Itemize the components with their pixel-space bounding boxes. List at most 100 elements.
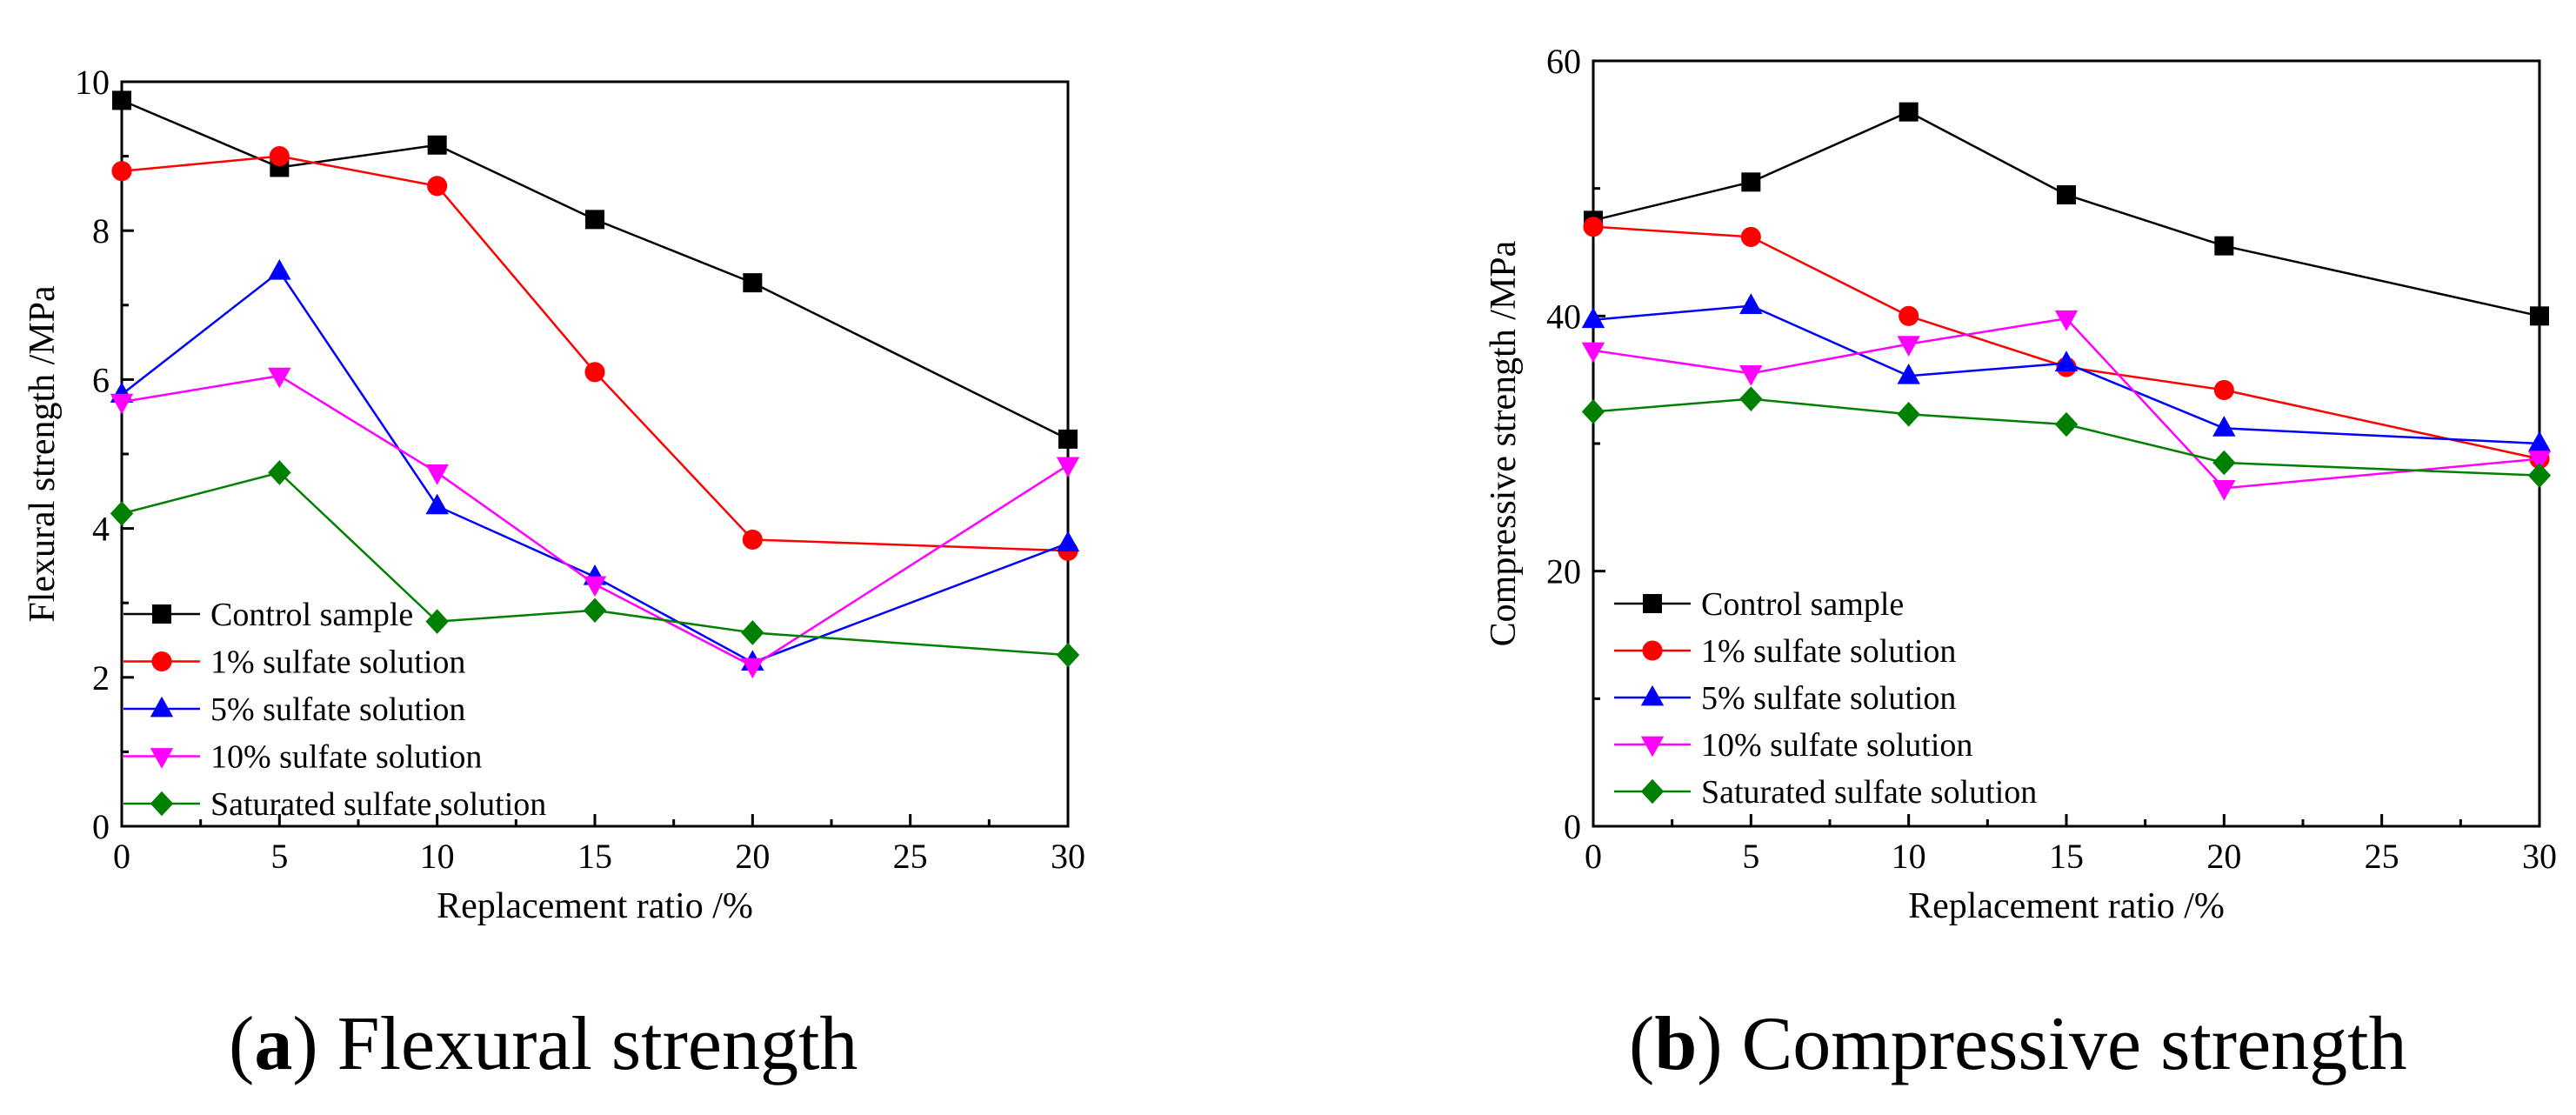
data-point [1899, 305, 1919, 326]
data-point [1897, 336, 1920, 357]
data-point [1741, 172, 1761, 192]
series-4 [110, 367, 1080, 679]
series-line [121, 155, 1069, 552]
y-tick-label: 60 [1546, 42, 1581, 81]
data-point [2527, 451, 2552, 471]
legend-item: 5% sulfate solution [1614, 680, 1956, 717]
legend-label: 1% sulfate solution [1701, 633, 1956, 670]
x-tick-label: 25 [2365, 837, 2399, 876]
data-point [2530, 306, 2549, 326]
legend-marker [1640, 684, 1665, 706]
y-tick-label: 40 [1546, 297, 1581, 336]
data-point [425, 464, 449, 485]
data-point [268, 460, 291, 485]
y-tick-label: 20 [1546, 552, 1581, 591]
data-point [2054, 310, 2079, 331]
data-point [1897, 401, 1920, 427]
legend-item: 1% sulfate solution [123, 644, 465, 681]
legend-marker [150, 696, 174, 718]
legend-item: 10% sulfate solution [123, 739, 482, 776]
series-line [121, 374, 1069, 668]
y-tick-label: 2 [92, 658, 110, 698]
data-point [2054, 411, 2079, 437]
data-point [741, 658, 764, 679]
y-tick-label: 8 [92, 211, 110, 250]
data-point [2527, 431, 2552, 452]
data-point [741, 620, 764, 645]
data-point [2214, 236, 2234, 256]
data-point [1056, 531, 1080, 552]
legend-item: Saturated sulfate solution [1614, 774, 2037, 811]
legend-marker [151, 651, 172, 672]
data-point [2527, 463, 2552, 488]
data-point [1056, 457, 1080, 478]
legend-item: Control sample [1614, 586, 1904, 623]
y-tick-label: 6 [92, 360, 110, 399]
data-point [1897, 363, 1920, 384]
data-point [2057, 185, 2076, 204]
series-line [121, 99, 1069, 440]
legend-marker [150, 748, 174, 769]
data-point [1581, 399, 1605, 424]
legend-item: 10% sulfate solution [1614, 727, 1972, 764]
series-3 [1581, 293, 2552, 452]
x-tick-label: 15 [577, 837, 612, 876]
x-axis-label: Replacement ratio /% [437, 886, 753, 926]
data-point [425, 493, 449, 515]
x-tick-label: 30 [1051, 837, 1085, 876]
chart-2: 0 5 10 15 20 25 30 0 20 40 60 Replacement ratio /% C… [1484, 42, 2557, 926]
legend-label: 5% sulfate solution [210, 691, 465, 728]
data-point [585, 210, 604, 230]
x-tick-label: 5 [270, 837, 288, 876]
legend-marker [1640, 778, 1665, 805]
data-point [1739, 293, 1763, 314]
data-point [1583, 217, 1604, 237]
x-tick-label: 10 [1892, 837, 1926, 876]
data-point [1056, 642, 1080, 668]
data-point [268, 258, 291, 280]
legend-item: Saturated sulfate solution [123, 786, 546, 823]
data-point [1739, 364, 1763, 386]
legend-marker [1643, 594, 1662, 613]
caption-a-text: Flexural strength [337, 1002, 858, 1086]
series-line [1592, 304, 2540, 445]
legend-marker [150, 791, 174, 817]
legend-marker [1640, 736, 1665, 758]
series-line [1592, 397, 2540, 477]
data-point [2213, 379, 2234, 400]
x-tick-label: 15 [2049, 837, 2084, 876]
data-point [1058, 429, 1078, 449]
data-point [1581, 342, 1605, 364]
caption-b: (b) Compressive strength [1629, 1002, 2407, 1086]
data-point [269, 146, 290, 167]
x-tick-label: 0 [1585, 837, 1602, 876]
caption-b-letter: b [1654, 1002, 1698, 1086]
data-point [1899, 102, 1919, 122]
data-point [427, 135, 447, 155]
data-point [2054, 351, 2079, 371]
y-tick-label: 4 [92, 510, 110, 549]
data-point [2212, 479, 2236, 501]
series-line [1592, 225, 2540, 460]
series-5 [1581, 386, 2552, 488]
x-axis-label: Replacement ratio /% [1908, 886, 2225, 926]
data-point [110, 393, 134, 415]
legend-marker [1642, 640, 1663, 661]
x-tick-label: 30 [2522, 837, 2557, 876]
y-axis-label: Flexural strength /MPa [23, 285, 63, 623]
data-point [1581, 307, 1605, 329]
caption-a: (a) Flexural strength [229, 1002, 858, 1086]
data-point [583, 576, 607, 598]
x-tick-label: 25 [893, 837, 928, 876]
series-5 [110, 460, 1080, 668]
chart-1: 0 5 10 15 20 25 30 0 2 4 6 8 10 Replacement ratio /% F… [23, 63, 1085, 926]
legend-label: Control sample [1701, 586, 1904, 623]
data-point [583, 598, 607, 624]
series-4 [1581, 310, 2552, 501]
series-1 [1584, 102, 2549, 326]
legend-label: 10% sulfate solution [1701, 727, 1972, 764]
series-2 [1583, 217, 2550, 470]
caption-a-letter: a [254, 1002, 293, 1086]
legend-item: 5% sulfate solution [123, 691, 465, 728]
